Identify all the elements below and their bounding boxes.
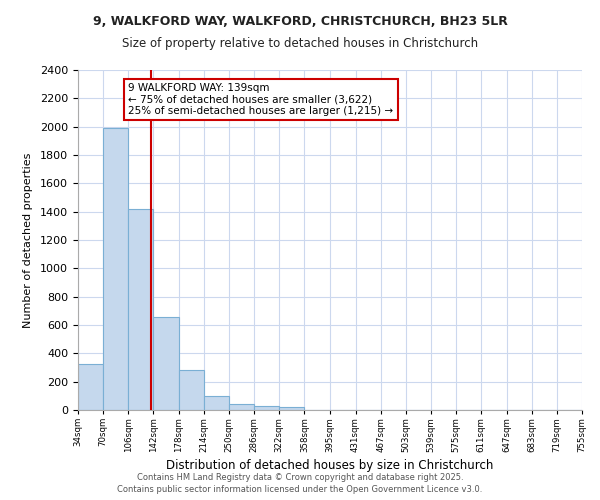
Bar [103, 128, 128, 410]
Text: 9, WALKFORD WAY, WALKFORD, CHRISTCHURCH, BH23 5LR: 9, WALKFORD WAY, WALKFORD, CHRISTCHURCH,… [92, 15, 508, 28]
Bar [78, 364, 103, 410]
Bar [280, 407, 304, 410]
Bar [204, 396, 229, 410]
Y-axis label: Number of detached properties: Number of detached properties [23, 152, 33, 328]
Bar [254, 406, 280, 410]
Text: 9 WALKFORD WAY: 139sqm
← 75% of detached houses are smaller (3,622)
25% of semi-: 9 WALKFORD WAY: 139sqm ← 75% of detached… [128, 82, 394, 116]
X-axis label: Distribution of detached houses by size in Christchurch: Distribution of detached houses by size … [166, 459, 494, 472]
Text: Size of property relative to detached houses in Christchurch: Size of property relative to detached ho… [122, 38, 478, 51]
Text: Contains HM Land Registry data © Crown copyright and database right 2025.: Contains HM Land Registry data © Crown c… [137, 472, 463, 482]
Bar [128, 209, 154, 410]
Bar [154, 317, 179, 410]
Bar [179, 370, 204, 410]
Bar [229, 404, 254, 410]
Text: Contains public sector information licensed under the Open Government Licence v3: Contains public sector information licen… [118, 485, 482, 494]
